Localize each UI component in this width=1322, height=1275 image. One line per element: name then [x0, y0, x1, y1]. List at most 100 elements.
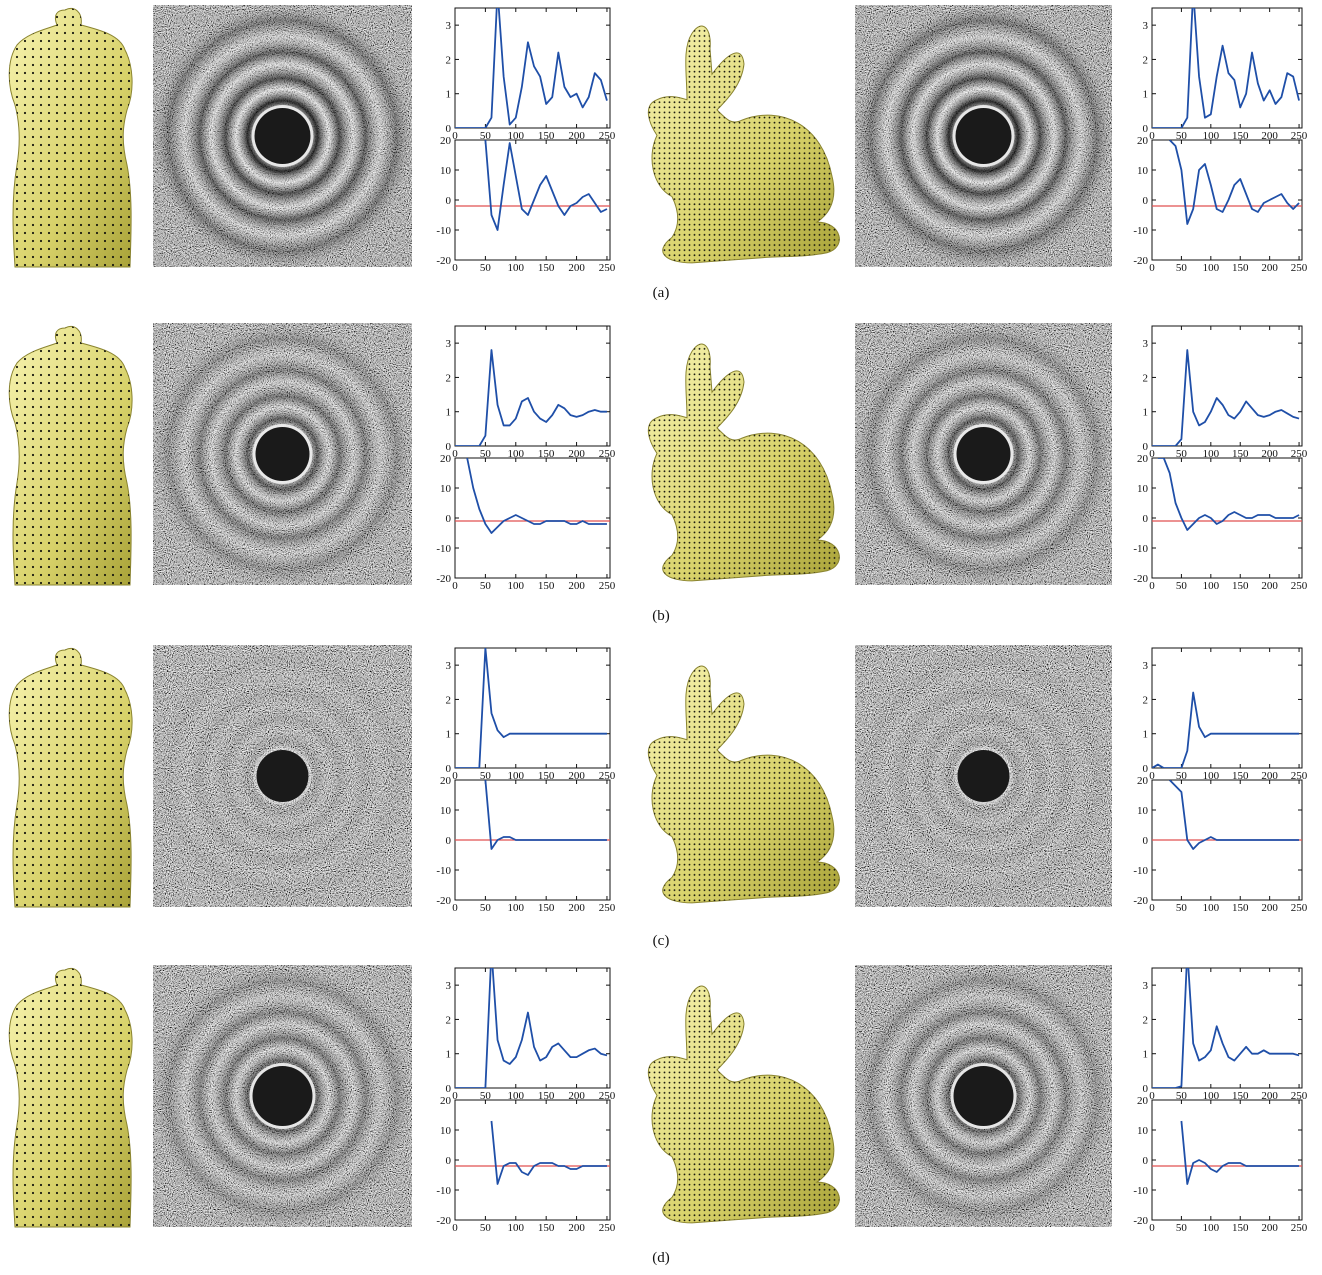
y-tick-label: 0: [1143, 123, 1149, 135]
y-tick-label: 0: [446, 513, 452, 525]
torso-model: [9, 326, 132, 585]
bunny-model: [648, 26, 839, 263]
x-tick-label: 50: [480, 262, 492, 274]
y-tick-label: -10: [436, 865, 451, 877]
y-tick-label: 0: [1143, 513, 1149, 525]
x-tick-label: 250: [1291, 1222, 1308, 1234]
y-tick-label: 10: [1137, 805, 1149, 817]
x-tick-label: 150: [1232, 902, 1249, 914]
x-tick-label: 0: [452, 1222, 458, 1234]
figure-row: 0123050100150200250-20-10010200501001502…: [9, 645, 1308, 949]
y-tick-label: 10: [440, 165, 452, 177]
y-tick-label: 1: [1143, 729, 1149, 741]
y-tick-label: 0: [1143, 835, 1149, 847]
y-tick-label: 0: [1143, 195, 1149, 207]
plot: -20-1001020050100150200250: [436, 453, 615, 592]
spectrum-image: [153, 965, 412, 1227]
y-tick-label: 2: [446, 1014, 452, 1026]
x-tick-label: 250: [599, 1222, 616, 1234]
y-tick-label: 1: [1143, 1049, 1149, 1061]
axes-frame: [1152, 326, 1302, 446]
x-tick-label: 50: [480, 580, 492, 592]
x-tick-label: 250: [1291, 262, 1308, 274]
x-tick-label: 200: [568, 1222, 585, 1234]
y-tick-label: 0: [446, 1083, 452, 1095]
x-tick-label: 0: [1149, 1222, 1155, 1234]
x-tick-label: 150: [538, 902, 555, 914]
x-tick-label: 0: [452, 902, 458, 914]
x-tick-label: 100: [1203, 262, 1220, 274]
y-tick-label: 10: [440, 805, 452, 817]
caption: (d): [652, 1250, 670, 1266]
spectrum-image: [855, 5, 1112, 267]
spectrum-image: [153, 645, 412, 907]
y-tick-label: -20: [1133, 255, 1148, 267]
torso-model: [9, 648, 132, 907]
x-tick-label: 100: [1203, 580, 1220, 592]
y-tick-label: 20: [440, 135, 452, 147]
x-tick-label: 150: [538, 262, 555, 274]
axes-frame: [455, 140, 610, 260]
axes-frame: [1152, 140, 1302, 260]
y-tick-label: 20: [440, 1095, 452, 1107]
x-tick-label: 200: [568, 580, 585, 592]
y-tick-label: 0: [446, 123, 452, 135]
plot: -20-1001020050100150200250: [1133, 453, 1307, 592]
y-tick-label: 0: [1143, 1155, 1149, 1167]
caption: (c): [653, 933, 670, 949]
x-tick-label: 50: [1176, 902, 1188, 914]
x-tick-label: 150: [538, 1222, 555, 1234]
x-tick-label: 150: [1232, 262, 1249, 274]
plot: -20-1001020050100150200250: [1133, 775, 1307, 914]
axes-frame: [1152, 968, 1302, 1088]
plot: -20-1001020050100150200250: [1133, 1095, 1307, 1234]
x-tick-label: 0: [1149, 262, 1155, 274]
y-tick-label: 0: [446, 1155, 452, 1167]
bunny-model: [648, 344, 839, 581]
y-tick-label: -10: [1133, 865, 1148, 877]
y-tick-label: -10: [1133, 225, 1148, 237]
y-tick-label: 1: [446, 89, 452, 101]
axes-frame: [455, 458, 610, 578]
x-tick-label: 0: [452, 262, 458, 274]
x-tick-label: 0: [452, 580, 458, 592]
plot: 0123050100150200250: [1143, 648, 1308, 782]
y-tick-label: 10: [440, 483, 452, 495]
plot: 0123050100150200250: [446, 648, 616, 782]
bunny-model: [648, 986, 839, 1223]
plot: -20-1001020050100150200250: [436, 1095, 615, 1234]
x-tick-label: 100: [508, 580, 525, 592]
x-tick-label: 150: [1232, 580, 1249, 592]
y-tick-label: 0: [446, 441, 452, 453]
x-tick-label: 0: [1149, 902, 1155, 914]
y-tick-label: 0: [446, 195, 452, 207]
spectrum-image: [153, 323, 412, 585]
y-tick-label: 2: [1143, 694, 1149, 706]
x-tick-label: 250: [599, 902, 616, 914]
x-tick-label: 50: [1176, 1222, 1188, 1234]
x-tick-label: 200: [1261, 262, 1278, 274]
x-tick-label: 50: [1176, 262, 1188, 274]
y-tick-label: 20: [440, 453, 452, 465]
spectrum-image: [855, 965, 1112, 1227]
x-tick-label: 50: [480, 1222, 492, 1234]
x-tick-label: 100: [508, 902, 525, 914]
y-tick-label: 3: [446, 980, 452, 992]
plot: -20-1001020050100150200250: [1133, 135, 1307, 274]
y-tick-label: 2: [446, 372, 452, 384]
y-tick-label: -20: [436, 255, 451, 267]
x-tick-label: 200: [568, 902, 585, 914]
caption: (b): [652, 608, 670, 624]
y-tick-label: 3: [1143, 660, 1149, 672]
y-tick-label: 2: [1143, 372, 1149, 384]
bunny-model: [648, 666, 839, 903]
y-tick-label: 3: [446, 338, 452, 350]
y-tick-label: 20: [1137, 775, 1149, 787]
y-tick-label: 0: [1143, 441, 1149, 453]
y-tick-label: -20: [436, 573, 451, 585]
axes-frame: [1152, 648, 1302, 768]
y-tick-label: 2: [1143, 1014, 1149, 1026]
